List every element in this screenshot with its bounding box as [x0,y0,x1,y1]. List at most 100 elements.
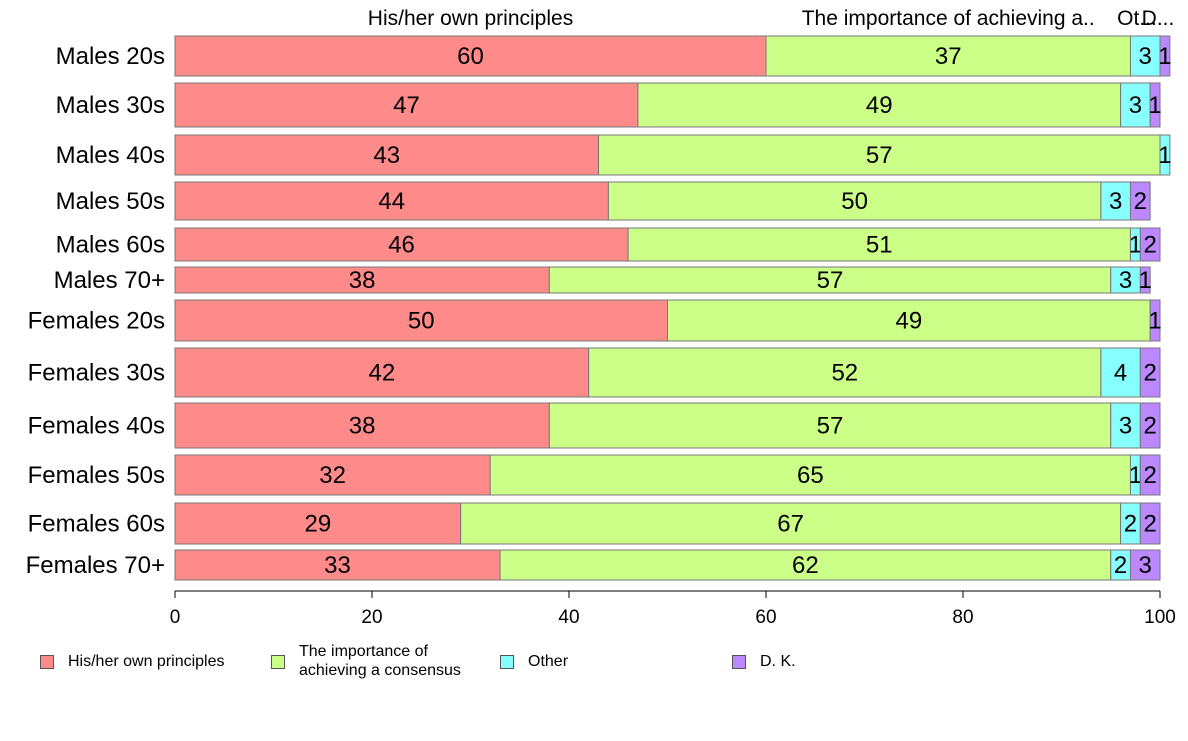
data-label: 49 [866,92,893,119]
data-label: 1 [1148,92,1161,119]
bar-segment [174,402,550,449]
top-series-label: D... [1142,7,1175,30]
data-label: 2 [1134,188,1147,215]
bar-segment [1139,266,1151,294]
bar-segment [174,299,668,342]
category-label: Females 70+ [26,552,165,579]
bar-segment [1110,402,1141,449]
legend-swatch-principles [40,655,54,669]
bar-segment [489,454,1131,496]
data-label: 2 [1143,232,1156,259]
data-label: 33 [324,552,351,579]
data-label: 1 [1158,142,1171,169]
data-label: 51 [866,232,893,259]
bar-segment [1129,181,1151,221]
data-label: 2 [1143,413,1156,440]
data-label: 3 [1139,43,1152,70]
bar-segment [765,35,1131,77]
data-label: 3 [1129,92,1142,119]
data-label: 1 [1129,232,1142,259]
data-label: 44 [378,188,405,215]
data-label: 62 [792,552,819,579]
top-series-label: His/her own principles [368,7,573,30]
data-label: 38 [349,413,376,440]
bar-segment [1159,134,1171,176]
bar-segment [1110,266,1141,294]
bar-segment [607,181,1102,221]
legend-swatch-other [500,655,514,669]
legend-item-dk: D. K. [732,642,796,671]
data-label: 57 [817,413,844,440]
data-label: 4 [1114,360,1127,387]
data-label: 3 [1119,267,1132,294]
data-label: 2 [1143,462,1156,489]
category-label: Males 40s [56,142,165,169]
data-label: 49 [895,308,922,335]
data-label: 1 [1129,462,1142,489]
bar-segment [174,227,629,262]
data-label: 60 [457,43,484,70]
data-label: 2 [1124,511,1137,538]
data-label: 43 [373,142,400,169]
category-label: Females 40s [28,413,165,440]
data-label: 37 [935,43,962,70]
bar-segment [174,454,491,496]
category-label: Males 20s [56,43,165,70]
bar-segment [1139,227,1161,262]
x-tick-label: 20 [361,607,382,628]
bar-segment [174,266,550,294]
category-label: Females 60s [28,511,165,538]
bar-segment [627,227,1131,262]
x-tick-label: 0 [170,607,181,628]
data-label: 2 [1143,511,1156,538]
data-label: 3 [1109,188,1122,215]
bar-segment [548,266,1112,294]
bar-segment [1149,299,1161,342]
top-series-label: The importance of achieving a.. [802,7,1095,30]
bar-segment [460,502,1122,545]
bar-segment [499,549,1112,581]
data-label: 67 [777,511,804,538]
top-series-label: Ot... [1117,7,1157,30]
data-label: 3 [1119,413,1132,440]
category-label: Males 70+ [54,267,165,294]
bar-segment [174,134,600,176]
bar-segment [174,549,501,581]
bar-segment [1159,35,1171,77]
bar-segment [174,347,590,398]
bar-segment [1129,549,1161,581]
data-label: 50 [841,188,868,215]
bar-segment [1139,502,1161,545]
category-label: Males 30s [56,92,165,119]
legend-item-consensus: The importance of achieving a consensus [271,642,461,680]
data-label: 1 [1158,43,1171,70]
data-label: 50 [408,308,435,335]
bar-segment [1120,82,1151,128]
legend-label-dk: D. K. [760,653,796,670]
data-label: 38 [349,267,376,294]
x-tick-label: 100 [1144,607,1176,628]
bar-segment [1139,454,1161,496]
category-label: Females 20s [28,308,165,335]
legend-swatch-dk [732,655,746,669]
data-label: 2 [1114,552,1127,579]
legend-label-other: Other [528,653,569,670]
data-label: 1 [1139,267,1152,294]
data-label: 47 [393,92,420,119]
bar-segment [588,347,1102,398]
bar-segment [548,402,1112,449]
data-label: 52 [831,360,858,387]
legend: His/her own principles The importance of… [0,642,1188,692]
x-tick-label: 40 [558,607,579,628]
legend-label-consensus: The importance of achieving a consensus [299,643,461,679]
bar-segment [637,82,1122,128]
data-label: 2 [1143,360,1156,387]
legend-swatch-consensus [271,655,285,669]
bar-segment [1139,402,1161,449]
legend-item-principles: His/her own principles [40,642,225,671]
category-label: Males 50s [56,188,165,215]
x-tick-label: 80 [952,607,973,628]
category-label: Females 50s [28,462,165,489]
